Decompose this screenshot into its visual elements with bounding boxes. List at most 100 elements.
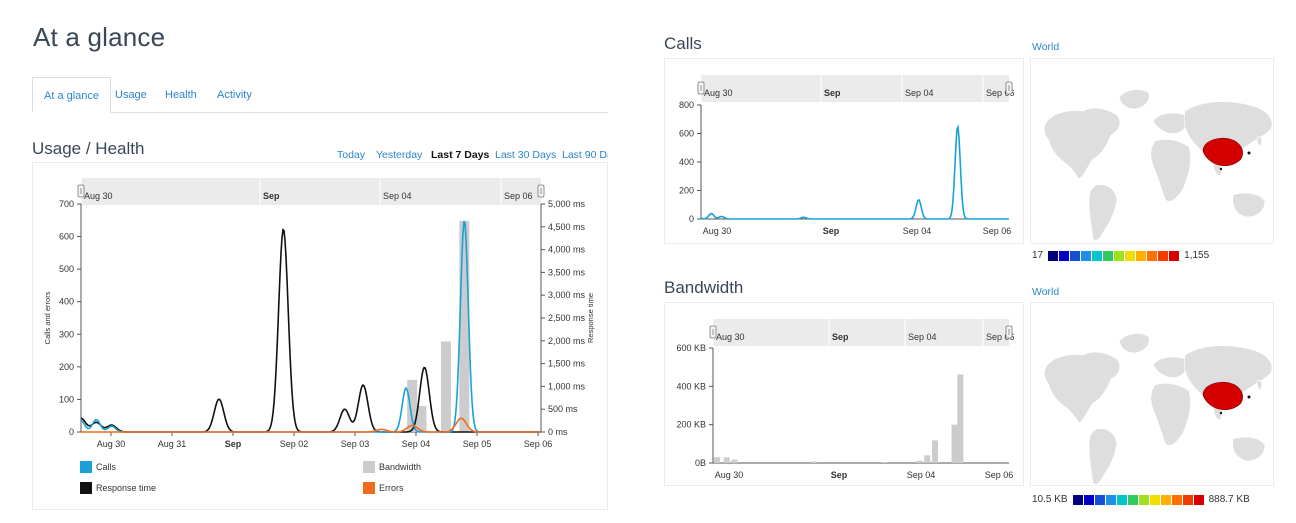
main-bandwidth-bar [407,379,418,432]
range-last-90-days[interactable]: Last 90 Days [562,149,608,161]
main-y2-tick-label: 500 ms [548,404,578,414]
world-map-land [1043,89,1273,241]
scale-swatch [1103,250,1114,261]
calls-scale-max: 1,155 [1184,250,1210,261]
scale-swatch [1048,250,1059,261]
bw-nav-label: Sep 06 [986,332,1015,342]
tab-at-a-glance[interactable]: At a glance [32,77,112,113]
usage-health-title: Usage / Health [32,139,145,158]
main-legend-swatch [80,482,92,494]
main-legend-swatch [363,482,375,494]
country-shape [1118,89,1150,110]
main-nav-label: Sep 06 [504,191,533,201]
bandwidth-chart[interactable]: Aug 30 Sep Sep 04 Sep 06 0B 200 KB 400 KB 600 K… [665,303,1025,487]
world-map-land [1043,333,1273,485]
bandwidth-world-map[interactable] [1031,303,1275,487]
country-shape [1150,139,1191,202]
main-bandwidth-bar [416,405,427,432]
bw-nav-label: Sep [832,332,849,342]
main-y-tick-label: 400 [59,297,74,307]
main-y2-tick-label: 1,000 ms [548,381,586,391]
country-shape [1256,380,1263,390]
country-marker [1247,151,1251,155]
bandwidth-world-link[interactable]: World [1032,286,1060,298]
calls-scale-min: 17 [1032,250,1044,261]
scale-swatch [1171,494,1182,505]
range-today[interactable]: Today [337,149,366,161]
main-y-tick-label: 0 [69,427,74,437]
range-last-7-days[interactable]: Last 7 Days [431,149,490,161]
calls-world-link[interactable]: World [1032,41,1060,53]
range-yesterday[interactable]: Yesterday [376,149,423,161]
main-x-tick-label: Sep 05 [463,439,492,449]
bw-nav-label: Sep 04 [908,332,937,342]
bw-y-tick-label: 200 KB [676,420,706,430]
calls-x-tick-label: Sep 06 [983,226,1012,236]
main-y2-tick-label: 3,500 ms [548,267,586,277]
bw-bar [881,462,888,463]
bw-bar [924,455,931,463]
usage-health-chart[interactable]: Aug 30 Sep Sep 04 Sep 06 0 100 200 300 400 500 600… [33,163,609,511]
bandwidth-title: Bandwidth [664,278,744,297]
main-legend-label: Bandwidth [379,462,421,472]
tab-bar: At a glance Usage Health Activity [32,77,608,113]
country-marker [1247,395,1251,399]
bw-y-tick-label: 0B [695,458,706,468]
country-shape [1043,351,1121,424]
calls-world-map[interactable] [1031,59,1275,245]
scale-swatch [1147,250,1158,261]
scale-swatch [1149,494,1160,505]
calls-y-tick-label: 0 [689,214,694,224]
main-y-tick-label: 300 [59,329,74,339]
main-nav-label: Sep [263,191,280,201]
bw-bar [714,457,720,463]
scale-swatch [1136,250,1147,261]
bw-y-tick-label: 400 KB [676,381,706,391]
tab-health[interactable]: Health [165,89,197,101]
main-y2-tick-label: 4,000 ms [548,245,586,255]
main-y-tick-label: 500 [59,264,74,274]
range-last-30-days[interactable]: Last 30 Days [495,149,557,161]
scale-swatch [1094,494,1105,505]
tab-usage[interactable]: Usage [115,89,147,101]
bw-y-tick-label: 600 KB [676,343,706,353]
bw-bar [731,459,738,463]
bw-x-tick-label: Sep 04 [907,470,936,480]
main-y2-tick-label: 0 ms [548,427,568,437]
scale-swatch [1160,494,1171,505]
main-y2-tick-label: 3,000 ms [548,290,586,300]
country-shape [1256,136,1263,146]
main-errors-line [81,417,541,433]
bw-nav-label: Aug 30 [716,332,745,342]
calls-line [700,124,1009,220]
country-shape [1152,356,1187,378]
scale-swatch [1169,250,1180,261]
calls-y-tick-label: 800 [679,100,694,110]
scale-swatch [1083,494,1094,505]
country-shape [1232,192,1266,218]
main-y2-tick-label: 1,500 ms [548,359,586,369]
scale-swatch [1070,250,1081,261]
country-shape [1118,333,1150,354]
main-x-tick-label: Sep 06 [524,439,553,449]
main-legend-label: Calls [96,462,117,472]
scale-swatch [1116,494,1127,505]
bandwidth-map-panel [1030,302,1274,486]
main-y2-tick-label: 2,000 ms [548,336,586,346]
calls-panel: Aug 30 Sep Sep 04 Sep 06 0 200 400 600 800 Aug 30… [664,58,1024,244]
calls-nav-label: Sep [824,88,841,98]
calls-color-scale: 17 1,155 [1032,250,1209,261]
main-y-tick-label: 100 [59,394,74,404]
scale-swatch [1125,250,1136,261]
calls-chart[interactable]: Aug 30 Sep Sep 04 Sep 06 0 200 400 600 800 Aug 30… [665,59,1025,245]
calls-x-tick-label: Sep 04 [903,226,932,236]
scale-swatch [1158,250,1169,261]
highlighted-country-china [1202,137,1243,167]
scale-swatch [1072,494,1083,505]
main-bandwidth-bar [459,220,470,432]
bw-bar [957,374,964,463]
bw-x-tick-label: Sep [831,470,848,480]
scale-swatch [1193,494,1204,505]
bandwidth-scale-swatches [1072,494,1204,505]
tab-activity[interactable]: Activity [217,89,252,101]
